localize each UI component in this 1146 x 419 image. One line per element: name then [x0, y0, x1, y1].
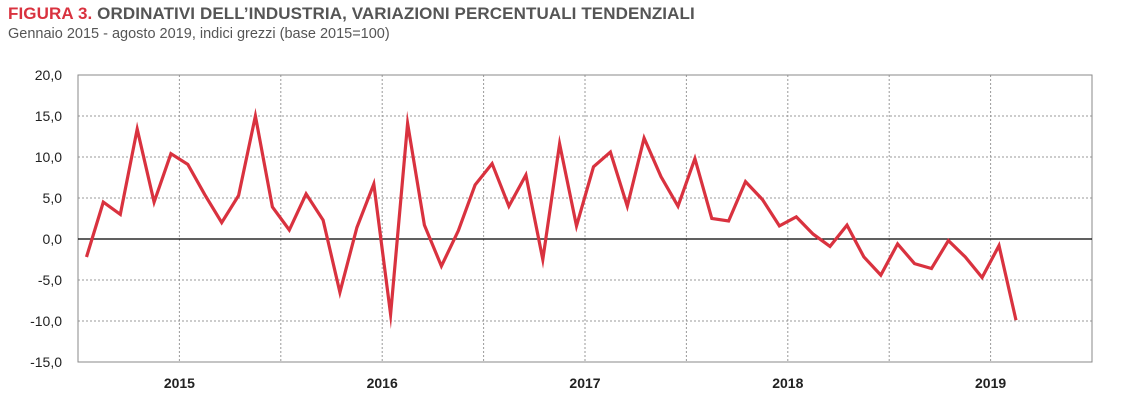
y-tick-label: -5,0 — [38, 272, 62, 288]
y-tick-label: -10,0 — [30, 313, 62, 329]
plot-area-border — [77, 74, 1093, 363]
figure-label: FIGURA 3. — [8, 4, 93, 23]
y-tick-label: -15,0 — [30, 354, 62, 370]
x-tick-label: 2016 — [367, 375, 398, 391]
y-tick-label: 10,0 — [35, 149, 62, 165]
x-tick-label: 2019 — [975, 375, 1006, 391]
figure-title: ORDINATIVI DELL’INDUSTRIA, VARIAZIONI PE… — [97, 4, 695, 23]
x-tick-label: 2015 — [164, 375, 195, 391]
y-tick-label: 0,0 — [43, 231, 63, 247]
y-tick-label: 15,0 — [35, 108, 62, 124]
y-tick-label: 20,0 — [35, 67, 62, 83]
y-tick-label: 5,0 — [43, 190, 63, 206]
series-line — [84, 107, 1018, 330]
chart-subtitle: Gennaio 2015 - agosto 2019, indici grezz… — [8, 26, 390, 42]
x-tick-label: 2017 — [569, 375, 600, 391]
x-tick-label: 2018 — [772, 375, 803, 391]
chart-title: FIGURA 3. ORDINATIVI DELL’INDUSTRIA, VAR… — [8, 4, 695, 24]
